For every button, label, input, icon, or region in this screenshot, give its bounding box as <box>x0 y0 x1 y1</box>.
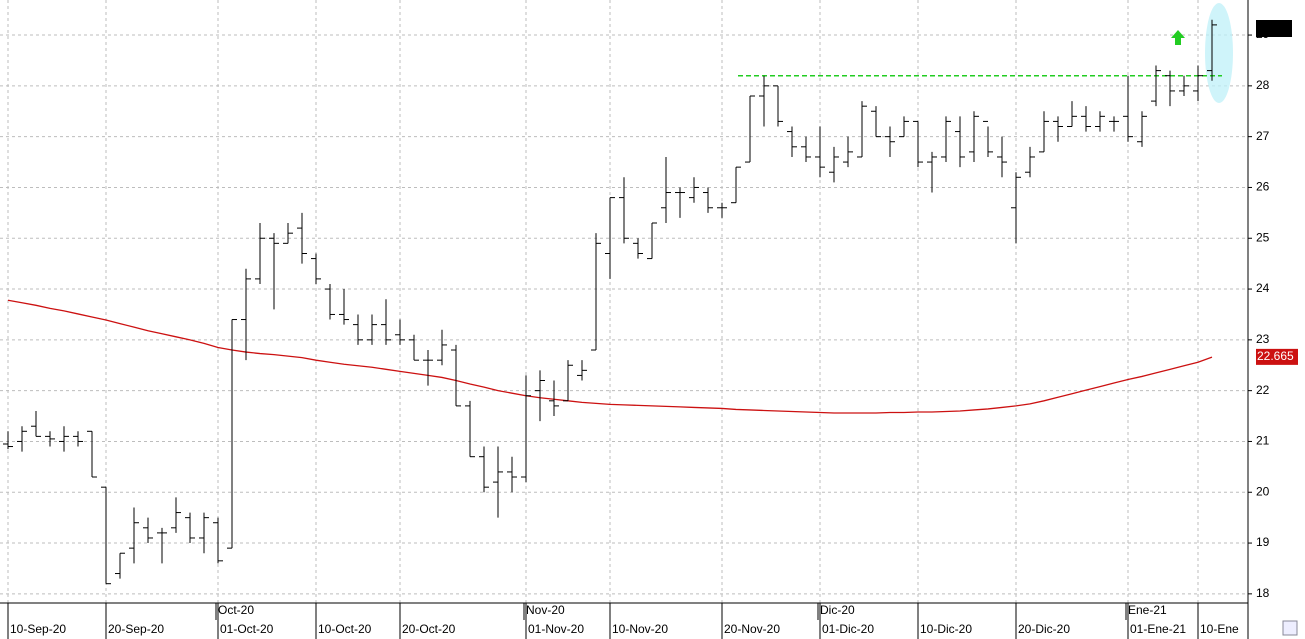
x-tick-label: 20-Nov-20 <box>724 622 780 636</box>
x-tick-label: 20-Dic-20 <box>1018 622 1070 636</box>
y-tick-label: 20 <box>1256 484 1270 498</box>
y-tick-label: 25 <box>1256 230 1270 244</box>
moving-average-line <box>7 299 1213 414</box>
x-tick-label: 20-Oct-20 <box>402 622 456 636</box>
x-tick-label: 10-Ene <box>1200 622 1239 636</box>
labels: 18192021222324252627282910-Sep-2020-Sep-… <box>7 20 1298 639</box>
x-tick-label: 10-Sep-20 <box>10 622 66 636</box>
x-tick-label: 10-Oct-20 <box>318 622 372 636</box>
x-tick-label: 10-Nov-20 <box>612 622 668 636</box>
corner-icon <box>1282 620 1298 636</box>
month-label: Dic-20 <box>820 603 855 617</box>
month-label: Nov-20 <box>526 603 565 617</box>
x-tick-label: 01-Oct-20 <box>220 622 274 636</box>
x-tick-label: 01-Ene-21 <box>1130 622 1186 636</box>
y-tick-label: 24 <box>1256 281 1270 295</box>
y-tick-label: 23 <box>1256 332 1270 346</box>
month-label: Oct-20 <box>218 603 254 617</box>
up-arrow <box>1171 30 1185 45</box>
x-tick-label: 01-Dic-20 <box>822 622 874 636</box>
x-tick-label: 20-Sep-20 <box>108 622 164 636</box>
y-tick-label: 28 <box>1256 78 1270 92</box>
last-price-box <box>1256 20 1292 37</box>
x-tick-label: 10-Dic-20 <box>920 622 972 636</box>
y-tick-label: 21 <box>1256 434 1270 448</box>
y-tick-label: 26 <box>1256 180 1270 194</box>
y-tick-label: 22 <box>1256 383 1270 397</box>
month-label: Ene-21 <box>1128 603 1167 617</box>
x-tick-label: 01-Nov-20 <box>528 622 584 636</box>
marks <box>3 19 1222 585</box>
ma-price-label: 22.665 <box>1257 349 1294 363</box>
highlight-ellipse <box>1205 3 1233 103</box>
y-tick-label: 27 <box>1256 129 1270 143</box>
ma-price-box <box>1256 348 1298 365</box>
y-tick-label: 19 <box>1256 535 1270 549</box>
y-tick-label: 18 <box>1256 586 1270 600</box>
